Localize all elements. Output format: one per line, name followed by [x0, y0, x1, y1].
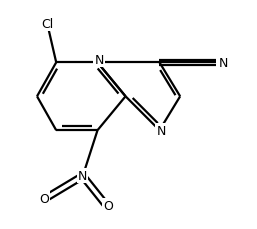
Text: Cl: Cl — [41, 18, 53, 31]
Text: N: N — [219, 57, 228, 70]
Text: N: N — [94, 54, 104, 67]
Text: N: N — [156, 124, 166, 137]
Text: O: O — [40, 192, 49, 205]
Text: O: O — [103, 199, 113, 212]
Text: N: N — [78, 170, 87, 183]
